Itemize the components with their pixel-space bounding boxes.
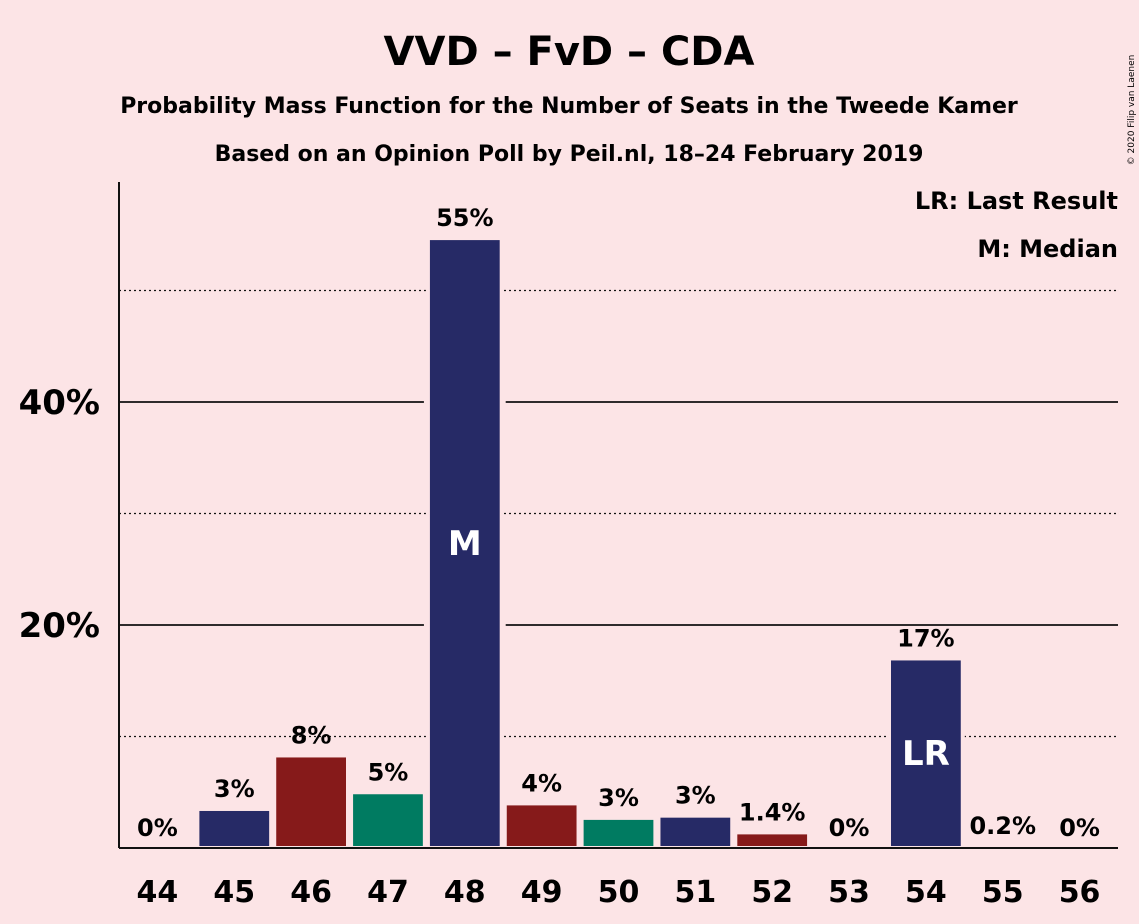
gridline-gap [501, 623, 506, 627]
data-label-46: 8% [291, 721, 332, 749]
chart-title: VVD – FvD – CDA [384, 29, 755, 75]
bar-52 [733, 830, 812, 851]
copyright-credit: © 2020 Filip van Laenen [1127, 55, 1137, 166]
chart-subtitle: Probability Mass Function for the Number… [120, 94, 1018, 119]
data-label-51: 3% [675, 782, 716, 810]
bar-49 [502, 801, 581, 851]
x-tick-label-51: 51 [674, 875, 716, 910]
x-tick-label-49: 49 [521, 875, 563, 910]
gridline-gap [501, 400, 506, 404]
x-tick-label-46: 46 [290, 875, 332, 910]
x-tick-label-47: 47 [367, 875, 409, 910]
data-label-52: 1.4% [739, 798, 806, 826]
data-label-48: 55% [436, 204, 493, 232]
bar-50 [579, 815, 658, 851]
legend-median: M: Median [977, 235, 1118, 263]
bar-marker-54: LR [902, 734, 950, 774]
axes: 20% 40% 44 45 46 47 48 49 50 51 52 53 54 55 56 [19, 182, 1118, 910]
data-label-49: 4% [521, 769, 562, 797]
gridlines [119, 289, 1118, 738]
bar-51 [656, 813, 735, 850]
data-label-47: 5% [368, 758, 409, 786]
x-tick-label-44: 44 [137, 875, 179, 910]
x-tick-label-45: 45 [213, 875, 255, 910]
x-tick-label-48: 48 [444, 875, 486, 910]
data-label-54: 17% [897, 624, 954, 652]
bar-marker-48: M [448, 524, 482, 564]
bar-46 [272, 753, 351, 851]
data-label-53: 0% [829, 814, 870, 842]
data-label-44: 0% [137, 814, 178, 842]
x-tick-label-54: 54 [905, 875, 947, 910]
x-tick-label-55: 55 [982, 875, 1024, 910]
x-tick-label-53: 53 [828, 875, 870, 910]
legend-last-result: LR: Last Result [915, 187, 1118, 215]
x-tick-label-52: 52 [751, 875, 793, 910]
data-label-45: 3% [214, 775, 255, 803]
bar-47 [349, 790, 427, 850]
data-label-56: 0% [1059, 814, 1100, 842]
y-tick-label-20: 20% [19, 606, 100, 646]
x-tick-label-50: 50 [598, 875, 640, 910]
y-tick-label-40: 40% [19, 383, 100, 423]
bar-labels: 0% 3% 8% 5% 55% M 4% 3% 3% 1.4% 0% 17% LR 0.2% 0% [137, 204, 1100, 842]
x-tick-label-56: 56 [1059, 875, 1101, 910]
bar-54 [886, 656, 965, 851]
chart-source-line: Based on an Opinion Poll by Peil.nl, 18–… [215, 142, 924, 167]
bar-45 [195, 806, 274, 850]
data-label-55: 0.2% [969, 812, 1036, 840]
data-label-50: 3% [598, 784, 639, 812]
bars [195, 236, 1042, 851]
